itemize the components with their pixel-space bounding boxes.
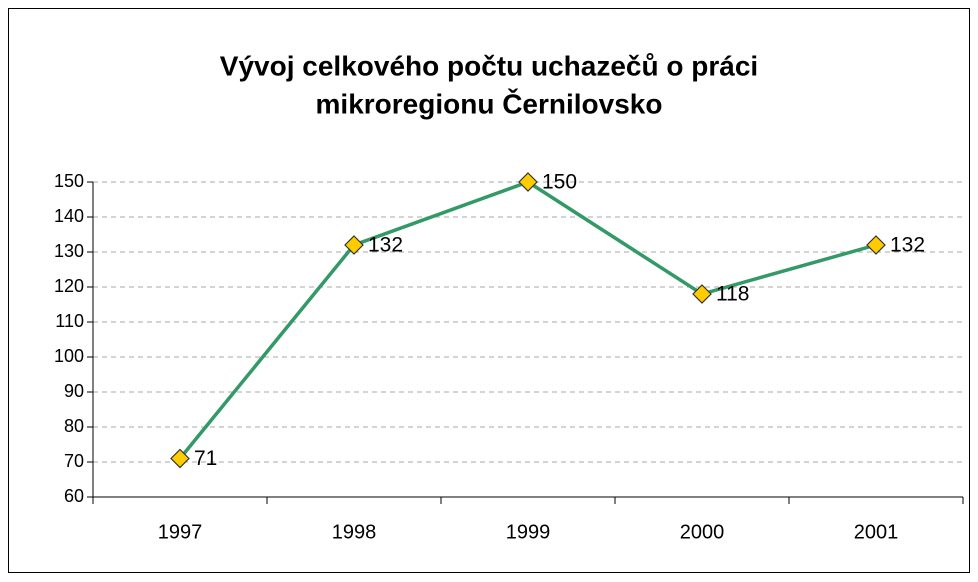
data-label: 132 — [368, 234, 403, 257]
data-label: 132 — [890, 234, 925, 257]
marker — [344, 235, 364, 255]
y-tick-label: 150 — [54, 171, 84, 191]
data-label: 71 — [194, 447, 217, 470]
chart-border — [8, 8, 970, 573]
marker — [692, 284, 712, 304]
y-tick-label: 80 — [64, 416, 84, 436]
y-tick-label: 110 — [55, 311, 84, 331]
x-tick-label: 1998 — [332, 521, 377, 543]
chart-title: mikroregionu Černilovsko — [316, 87, 663, 119]
y-tick-label: 60 — [64, 486, 84, 506]
x-tick-label: 1997 — [158, 521, 203, 543]
chart-title: Vývoj celkového počtu uchazečů o práci — [220, 50, 758, 81]
marker — [170, 448, 190, 469]
x-tick-label: 1999 — [506, 521, 551, 543]
data-label: 118 — [716, 283, 749, 306]
data-label: 150 — [542, 171, 577, 194]
marker — [866, 235, 886, 255]
marker — [518, 172, 538, 192]
y-tick-label: 100 — [54, 346, 84, 366]
y-tick-label: 70 — [64, 451, 84, 471]
x-tick-label: 2000 — [680, 521, 725, 543]
y-tick-label: 130 — [54, 241, 84, 261]
y-tick-label: 90 — [64, 381, 84, 401]
x-tick-label: 2001 — [854, 521, 899, 543]
y-tick-label: 140 — [54, 206, 84, 226]
y-tick-label: 120 — [54, 276, 84, 296]
